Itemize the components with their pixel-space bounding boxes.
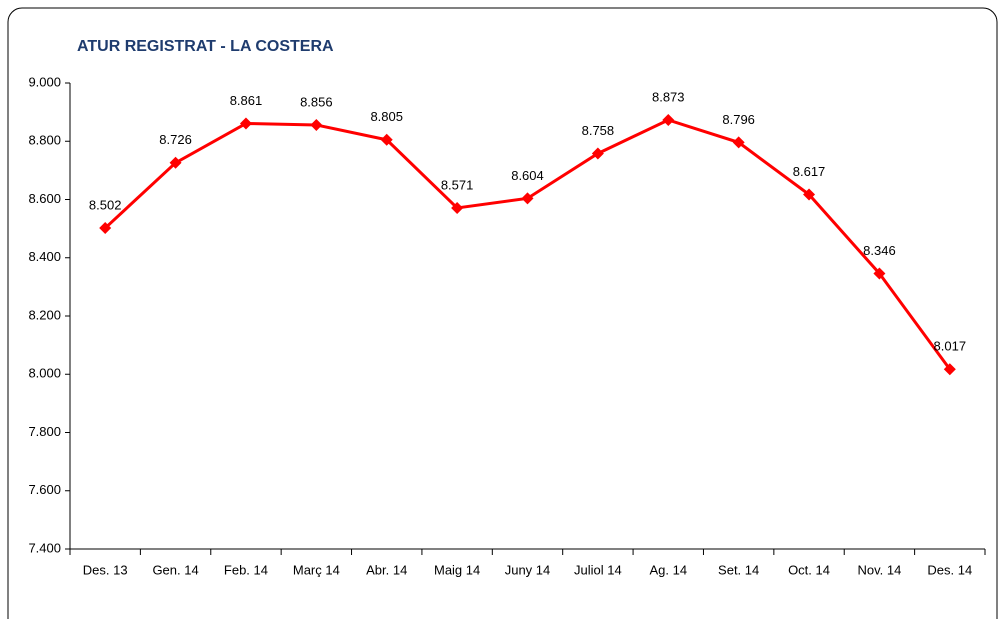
y-tick-label: 8.600 bbox=[28, 191, 61, 206]
x-tick-label: Juny 14 bbox=[505, 562, 551, 577]
marker bbox=[873, 267, 886, 280]
marker bbox=[803, 188, 816, 201]
x-tick-label: Nov. 14 bbox=[858, 562, 902, 577]
marker bbox=[451, 201, 464, 214]
y-tick-label: 8.800 bbox=[28, 133, 61, 148]
marker bbox=[732, 136, 745, 149]
x-tick-label: Set. 14 bbox=[718, 562, 759, 577]
data-label: 8.873 bbox=[652, 89, 685, 104]
y-tick-label: 9.000 bbox=[28, 74, 61, 89]
line bbox=[104, 118, 952, 371]
x-tick-label: Oct. 14 bbox=[788, 562, 830, 577]
y-tick-label: 7.400 bbox=[28, 540, 61, 555]
x-tick-label: Ag. 14 bbox=[649, 562, 687, 577]
y-tick-label: 7.600 bbox=[28, 482, 61, 497]
x-tick-label: Des. 13 bbox=[83, 562, 128, 577]
y-tick-label: 7.800 bbox=[28, 424, 61, 439]
data-label: 8.571 bbox=[441, 177, 474, 192]
marker bbox=[310, 118, 323, 131]
x-tick-label: Maig 14 bbox=[434, 562, 480, 577]
x-tick-label: Juliol 14 bbox=[574, 562, 622, 577]
x-tick-label: Març 14 bbox=[293, 562, 340, 577]
marker bbox=[380, 133, 393, 146]
x-tick-label: Des. 14 bbox=[927, 562, 972, 577]
marker bbox=[99, 222, 112, 235]
marker bbox=[239, 117, 252, 130]
data-label: 8.796 bbox=[722, 112, 755, 127]
y-tick-label: 8.000 bbox=[28, 366, 61, 381]
data-label: 8.758 bbox=[582, 123, 615, 138]
marker bbox=[521, 192, 534, 205]
data-label: 8.502 bbox=[89, 197, 122, 212]
marker bbox=[591, 147, 604, 160]
marker bbox=[662, 113, 675, 126]
data-label: 8.726 bbox=[159, 132, 192, 147]
data-label: 8.017 bbox=[934, 339, 967, 354]
y-tick-label: 8.400 bbox=[28, 249, 61, 264]
data-label: 8.856 bbox=[300, 94, 333, 109]
data-label: 8.861 bbox=[230, 93, 263, 108]
x-tick-label: Abr. 14 bbox=[366, 562, 407, 577]
y-tick-label: 8.200 bbox=[28, 307, 61, 322]
marker bbox=[943, 363, 956, 376]
data-label: 8.604 bbox=[511, 168, 544, 183]
chart-title: ATUR REGISTRAT - LA COSTERA bbox=[77, 38, 334, 55]
data-label: 8.805 bbox=[370, 109, 403, 124]
x-tick-label: Gen. 14 bbox=[152, 562, 198, 577]
x-tick-label: Feb. 14 bbox=[224, 562, 268, 577]
marker bbox=[169, 156, 182, 169]
chart-frame bbox=[7, 7, 998, 619]
data-label: 8.346 bbox=[863, 243, 896, 258]
data-label: 8.617 bbox=[793, 164, 826, 179]
